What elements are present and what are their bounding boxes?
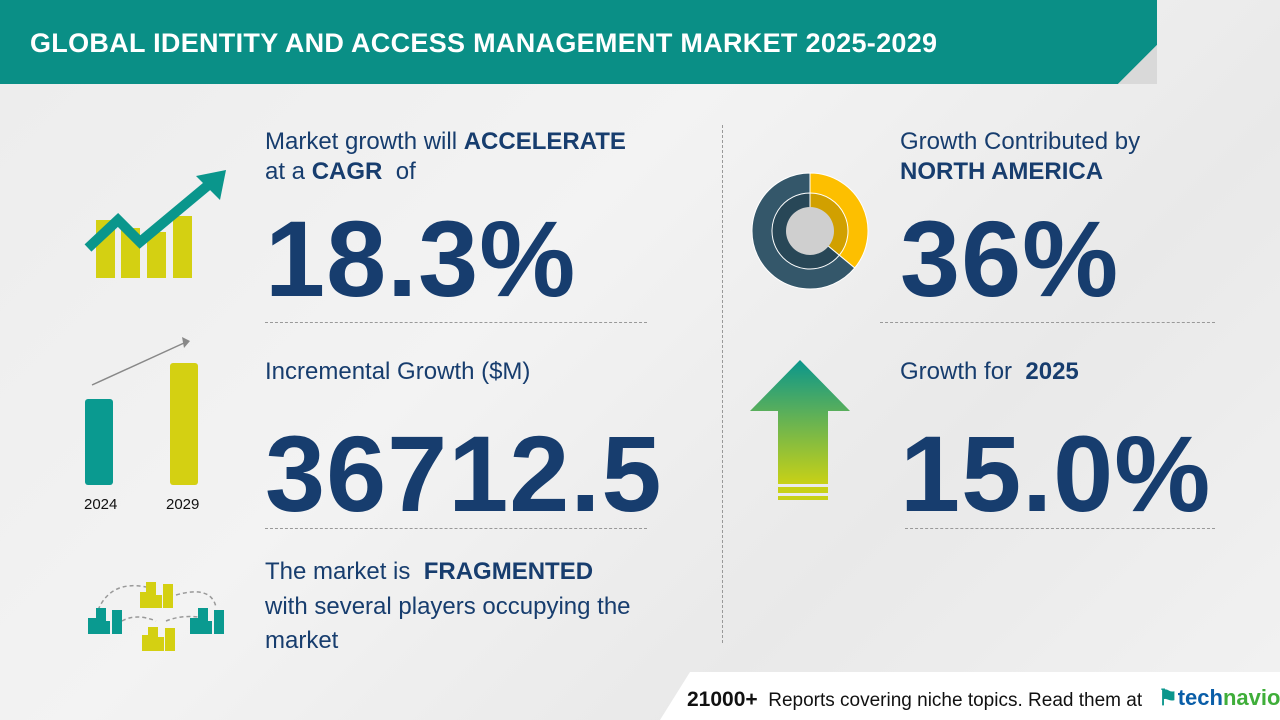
footer-text: 21000+ Reports covering niche topics. Re… [687,688,1143,711]
region-label-line2: NORTH AMERICA [900,158,1104,185]
region-value: 36% [900,198,1120,319]
vertical-divider [722,125,723,643]
footer-banner [660,672,1280,720]
divider [905,528,1215,529]
donut-chart-icon [751,172,869,290]
buildings-network-icon [88,582,224,651]
growth-chart-icon [84,170,226,278]
cagr-label-line2: at a CAGR of [265,158,416,185]
incremental-value: 36712.5 [265,413,663,534]
fragmented-line3: market [265,627,339,654]
cagr-value: 18.3% [265,198,577,319]
region-label-line1: Growth Contributed by [900,128,1141,155]
fragmented-line2: with several players occupying the [265,593,631,620]
bar-year-2029: 2029 [166,496,200,513]
cagr-label-line1: Market growth will ACCELERATE [265,128,626,155]
page-title: GLOBAL IDENTITY AND ACCESS MANAGEMENT MA… [30,28,938,58]
divider [880,322,1215,323]
divider [265,322,647,323]
fragmented-line1: The market is FRAGMENTED [265,558,594,585]
logo-flag-icon: ⚑ [1158,685,1178,710]
technavio-logo[interactable]: ⚑technavio [1158,685,1280,710]
bar-comparison-icon [85,337,198,485]
donut-center [786,207,834,255]
header-banner [0,0,1157,84]
bar-year-2024: 2024 [84,496,118,513]
divider [265,528,647,529]
yoy-label: Growth for 2025 [900,358,1079,385]
yoy-value: 15.0% [900,413,1212,534]
incremental-label: Incremental Growth ($M) [265,358,531,385]
up-arrow-icon [750,360,850,500]
